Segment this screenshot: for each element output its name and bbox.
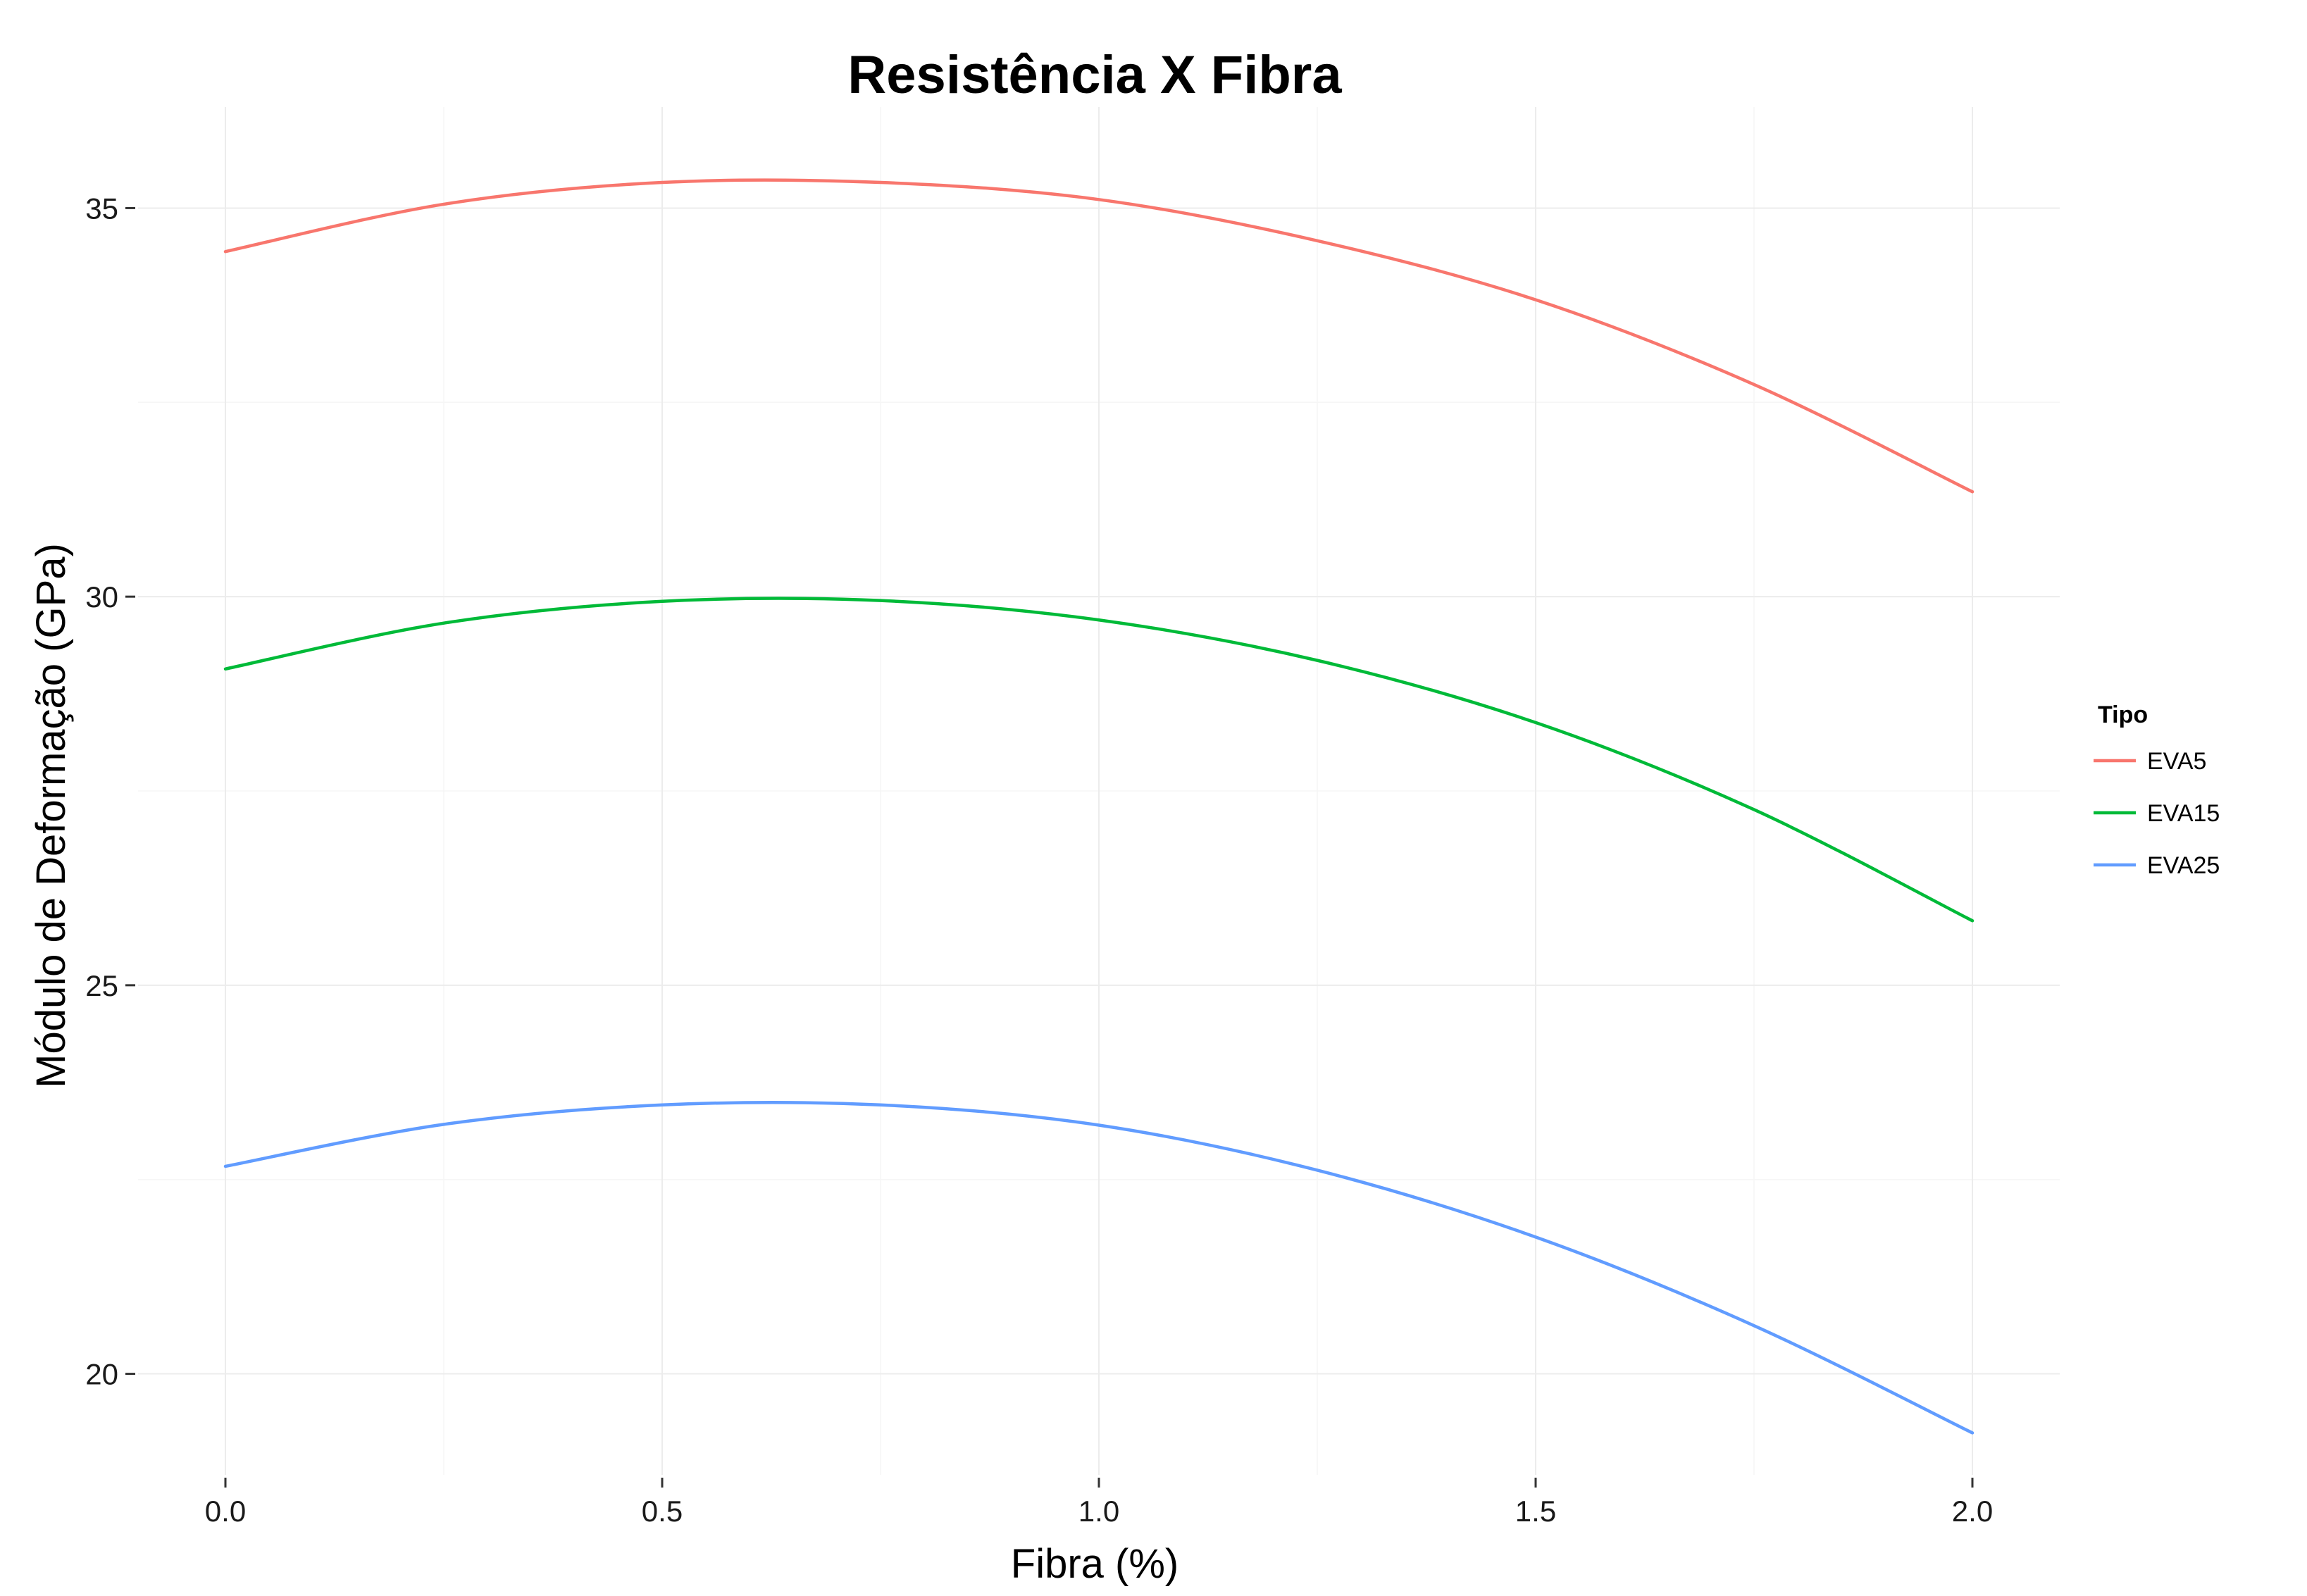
legend: Tipo EVA5 EVA15 EVA25 bbox=[2094, 702, 2220, 879]
x-tick-label: 0.5 bbox=[642, 1495, 683, 1528]
series-line-eva15 bbox=[223, 597, 1975, 923]
x-tick-label: 0.0 bbox=[205, 1495, 246, 1528]
x-tick-label: 1.5 bbox=[1515, 1495, 1556, 1528]
legend-label-eva25: EVA25 bbox=[2147, 852, 2220, 879]
plot-series bbox=[223, 178, 1975, 1435]
legend-label-eva5: EVA5 bbox=[2147, 748, 2206, 775]
y-axis-label: Módulo de Deformação (GPa) bbox=[28, 543, 74, 1088]
series-line-eva5 bbox=[223, 178, 1975, 494]
y-tick-label: 25 bbox=[85, 969, 118, 1002]
plot-axes: 0.0 0.5 1.0 1.5 2.0 20 25 30 35 bbox=[85, 192, 1993, 1528]
plot-grid bbox=[138, 107, 2060, 1475]
y-tick-label: 35 bbox=[85, 192, 118, 225]
legend-title: Tipo bbox=[2098, 702, 2148, 728]
y-tick-label: 30 bbox=[85, 580, 118, 613]
x-tick-label: 1.0 bbox=[1078, 1495, 1119, 1528]
series-line-eva25 bbox=[223, 1101, 1975, 1435]
x-tick-label: 2.0 bbox=[1952, 1495, 1993, 1528]
chart-title: Resistência X Fibra bbox=[847, 45, 1342, 105]
y-tick-label: 20 bbox=[85, 1358, 118, 1391]
legend-items: EVA5 EVA15 EVA25 bbox=[2094, 748, 2220, 879]
legend-label-eva15: EVA15 bbox=[2147, 800, 2220, 827]
x-axis-label: Fibra (%) bbox=[1011, 1541, 1179, 1587]
